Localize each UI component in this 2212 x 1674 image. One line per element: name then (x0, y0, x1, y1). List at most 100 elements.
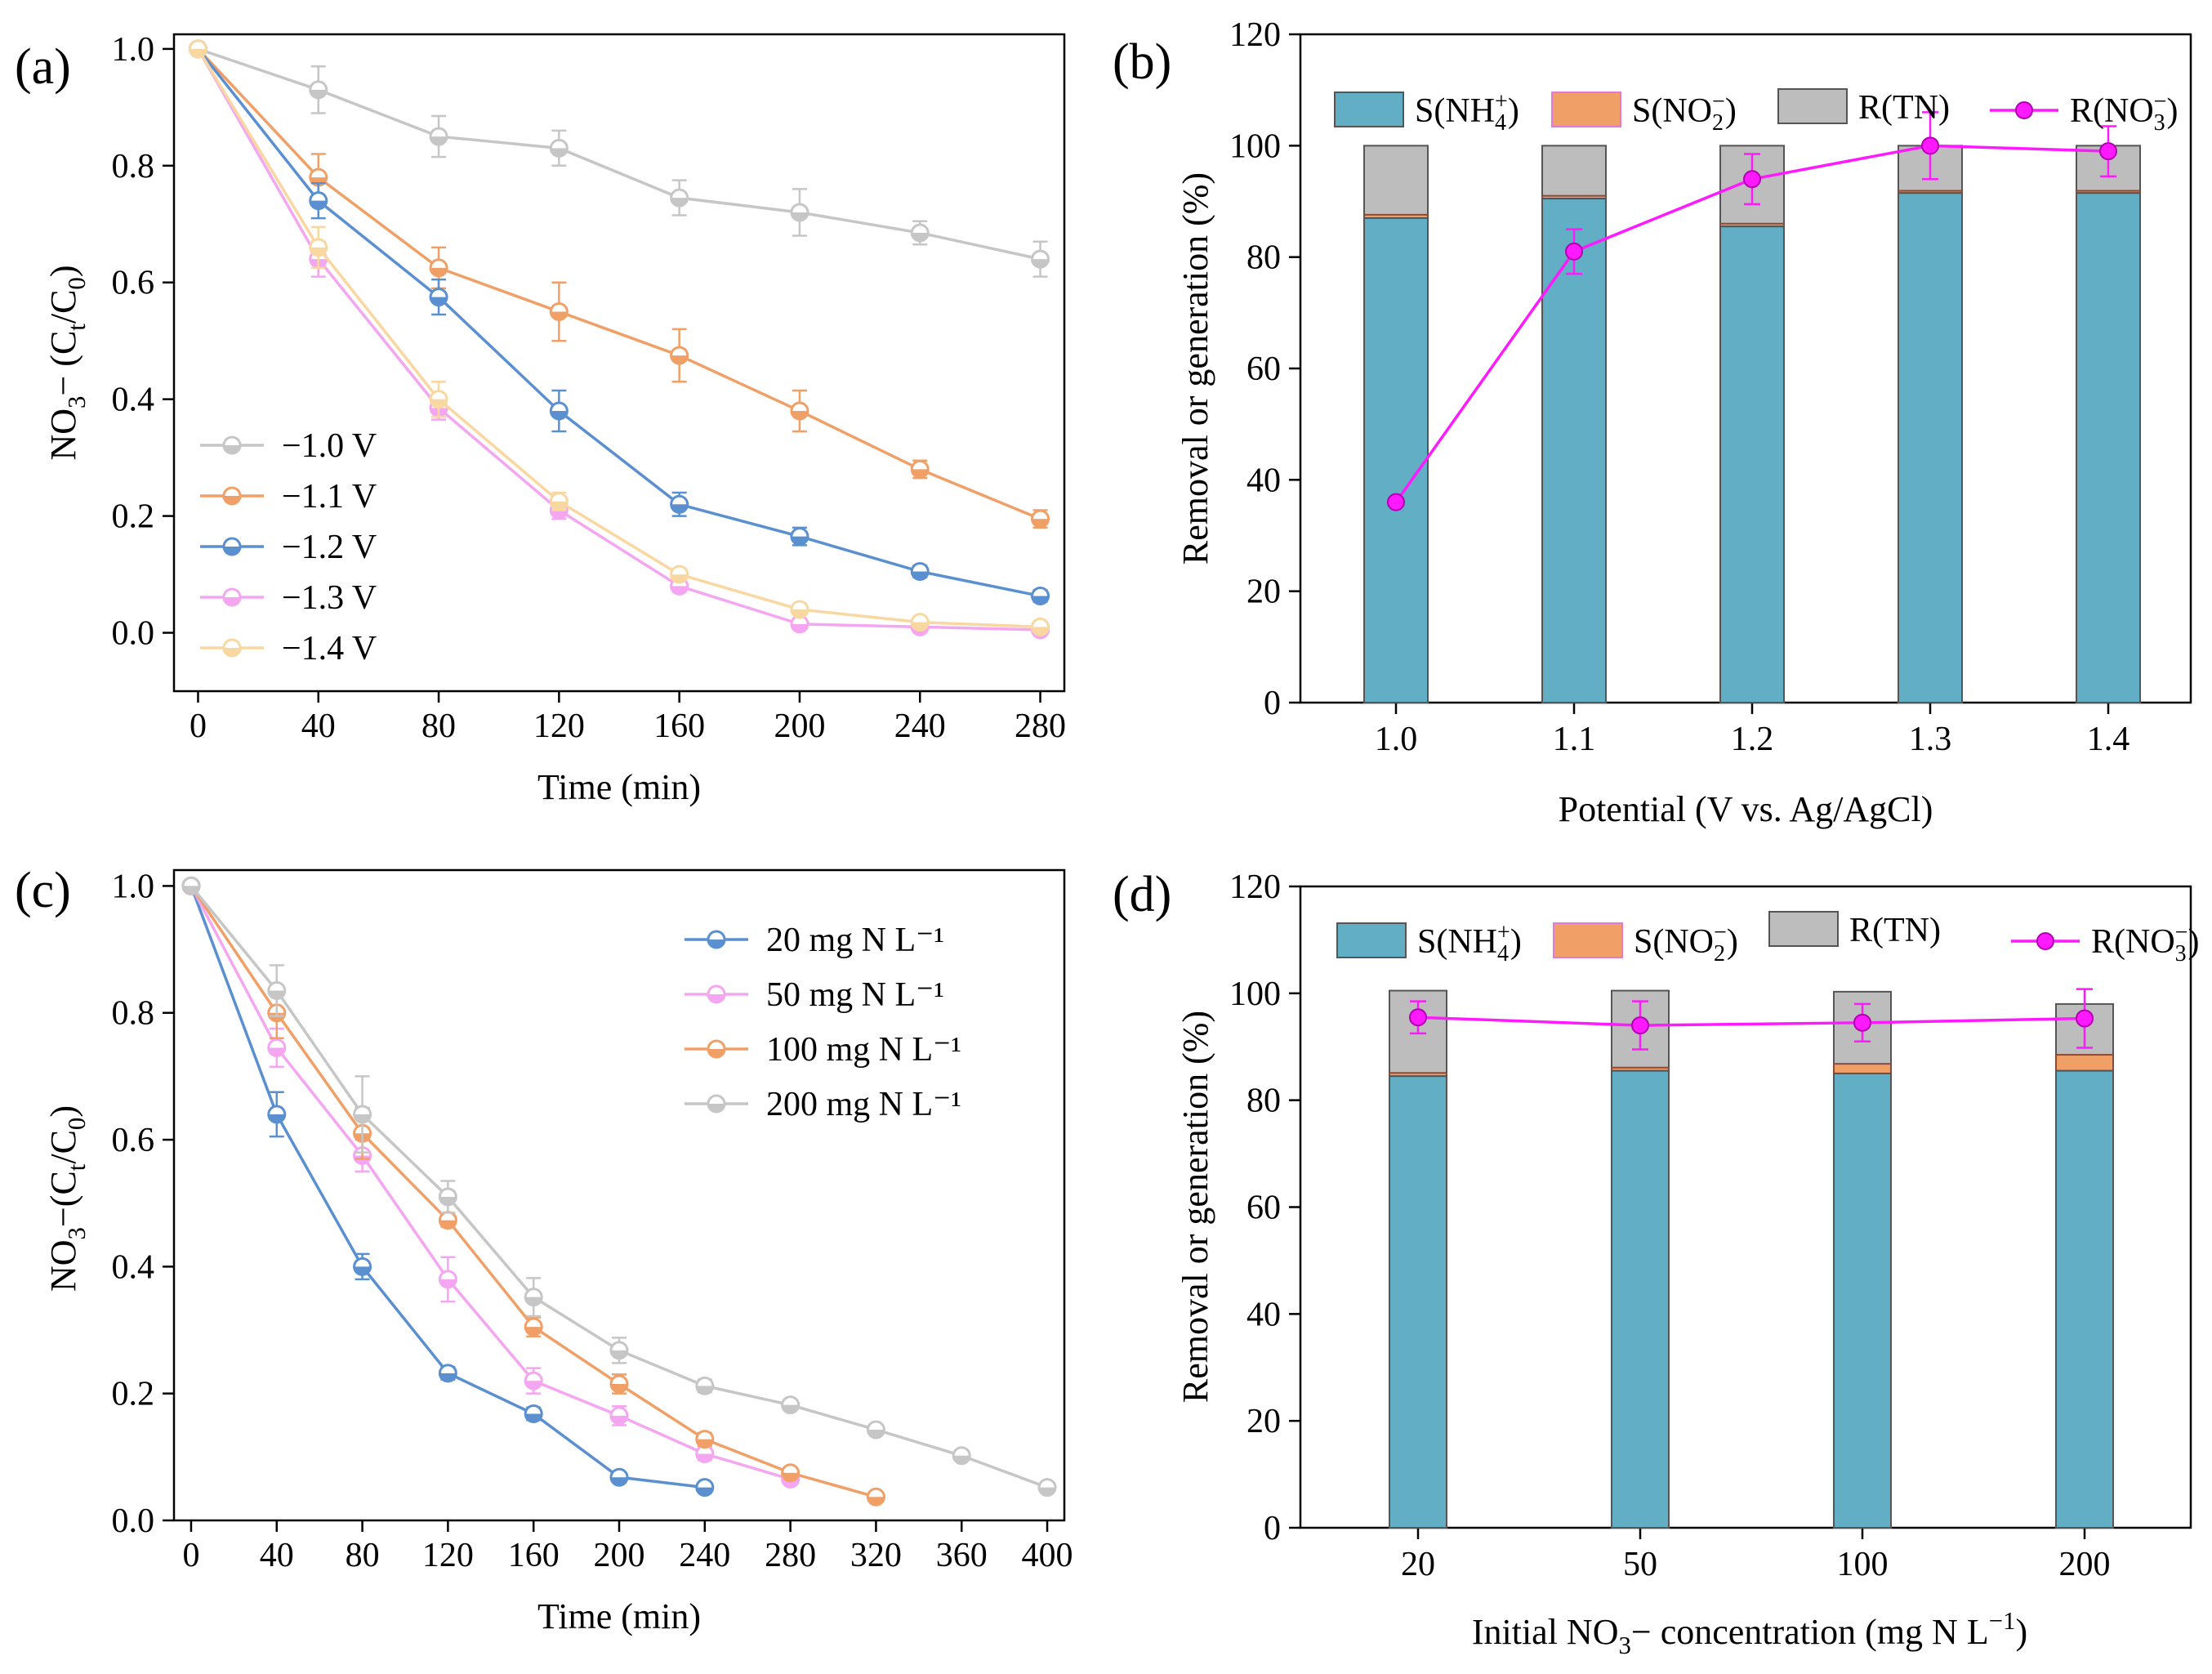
x-tick-label: 240 (679, 1537, 730, 1574)
x-axis-title: Time (min) (537, 1596, 701, 1636)
legend-label-no2: S(NO2−) (1634, 920, 1738, 966)
data-point (2076, 1009, 2094, 1028)
panel-d: 0 20 40 60 80 100 120 20 50 100 200 S(NH4+) S(NO2−) R… (1113, 867, 2199, 1659)
y-tick-label: 40 (1246, 462, 1281, 499)
data-point-fill (525, 1297, 542, 1306)
y-tick-label: 0 (1264, 685, 1281, 722)
data-point-fill (671, 574, 688, 583)
x-tick-label: 1.4 (2087, 721, 2130, 758)
data-point (1631, 1016, 1649, 1035)
data-point-fill (611, 1477, 627, 1486)
bar-stack (1833, 990, 1892, 1529)
x-tick-label: 1.2 (1731, 721, 1774, 758)
data-point (1387, 493, 1405, 511)
y-tick-label: 80 (1246, 239, 1281, 277)
x-tick-label: 80 (346, 1537, 380, 1574)
bar-nh4 (1719, 225, 1785, 703)
data-point-fill (696, 1453, 713, 1462)
series-3: 200 mg N L⁻¹ (181, 876, 1057, 1498)
data-point-fill (439, 1220, 457, 1229)
x-tick-label: 400 (1022, 1537, 1073, 1574)
y-tick-label: 0.8 (112, 148, 155, 185)
series-line (197, 47, 1041, 520)
series-line (196, 47, 1041, 629)
x-tick-label: 20 (1401, 1546, 1435, 1583)
y-tick-label: 60 (1246, 1190, 1281, 1227)
x-tick-label: 360 (936, 1537, 988, 1574)
panel-label: (d) (1113, 867, 1171, 922)
x-tick-label: 0 (190, 708, 207, 745)
x-tick-label: 80 (421, 708, 456, 745)
bar-nh4 (1611, 1069, 1670, 1529)
x-tick-label: 120 (422, 1537, 474, 1574)
y-tick-label: 0.8 (112, 995, 155, 1033)
y-axis-title: NO3− (Ct/C0) (43, 266, 91, 461)
data-point-fill (912, 622, 929, 631)
legend-marker-fill (224, 496, 240, 504)
data-point-fill (430, 136, 448, 145)
x-tick-label: 240 (894, 708, 946, 745)
data-point-fill (439, 1196, 457, 1205)
y-tick-label: 40 (1246, 1296, 1281, 1333)
data-point-fill (791, 410, 808, 419)
x-tick-label: 100 (1837, 1546, 1889, 1583)
data-point-fill (525, 1413, 542, 1422)
x-tick-label: 200 (2059, 1546, 2111, 1583)
series-2: −1.2 V (188, 39, 1050, 606)
data-point-fill (912, 469, 929, 478)
data-point-fill (671, 355, 688, 364)
data-point-fill (439, 1279, 457, 1288)
y-tick-label: 20 (1246, 574, 1281, 611)
data-point (1853, 1013, 1871, 1032)
legend-marker-fill (708, 1104, 725, 1112)
series-1: −1.1 V (188, 39, 1050, 529)
x-tick-label: 160 (508, 1537, 560, 1574)
data-point-fill (310, 247, 327, 256)
legend-label-nh4-text: S(NH4+) (1415, 89, 1519, 136)
data-point-fill (611, 1415, 627, 1424)
x-tick-label: 200 (594, 1537, 645, 1574)
legend-label-no2-text: S(NO2−) (1632, 89, 1737, 136)
data-point-fill (551, 510, 568, 519)
legend-label-no3-text: R(NO3−) (2091, 920, 2199, 966)
data-point (1565, 242, 1583, 261)
legend-label: 50 mg N L⁻¹ (766, 976, 944, 1014)
data-point-fill (611, 1350, 627, 1359)
data-point-fill (791, 623, 808, 632)
data-point-fill (190, 48, 207, 57)
series-line (1417, 1016, 2085, 1027)
legend-marker-fill (224, 597, 240, 605)
data-point-fill (551, 410, 568, 419)
bar-stack (1719, 145, 1785, 704)
data-point-fill (430, 297, 448, 306)
data-point-fill (782, 1404, 799, 1413)
legend-label: −1.2 V (282, 529, 377, 566)
legend-label: −1.0 V (282, 427, 377, 465)
panel-label: (c) (15, 863, 71, 918)
panel-label: (b) (1113, 34, 1171, 90)
data-point-fill (696, 1487, 713, 1496)
data-point-fill (791, 609, 808, 618)
series-no3 (1387, 111, 2117, 511)
y-tick-label: 120 (1229, 868, 1281, 906)
legend-label-tn: R(TN) (1858, 89, 1950, 127)
x-tick-label: 200 (774, 708, 825, 745)
data-point (1743, 170, 1761, 189)
bar-nh4 (1389, 1075, 1447, 1529)
x-tick-label: 0 (182, 1537, 199, 1574)
y-tick-label: 1.0 (112, 868, 155, 905)
legend-swatch-no2 (1553, 922, 1623, 958)
legend-label-no3-text: R(NO3−) (2070, 89, 2178, 136)
legend-marker-fill (224, 648, 240, 656)
y-tick-label: 100 (1229, 127, 1281, 165)
legend-marker-no3 (2015, 101, 2033, 119)
y-tick-label: 100 (1229, 975, 1281, 1013)
data-point-fill (268, 1114, 285, 1123)
legend-label: 100 mg N L⁻¹ (766, 1031, 961, 1069)
data-point-fill (1032, 596, 1049, 605)
data-point-fill (1032, 519, 1049, 528)
data-point-fill (791, 536, 808, 545)
x-tick-label: 280 (765, 1537, 816, 1574)
y-tick-label: 1.0 (112, 31, 155, 69)
